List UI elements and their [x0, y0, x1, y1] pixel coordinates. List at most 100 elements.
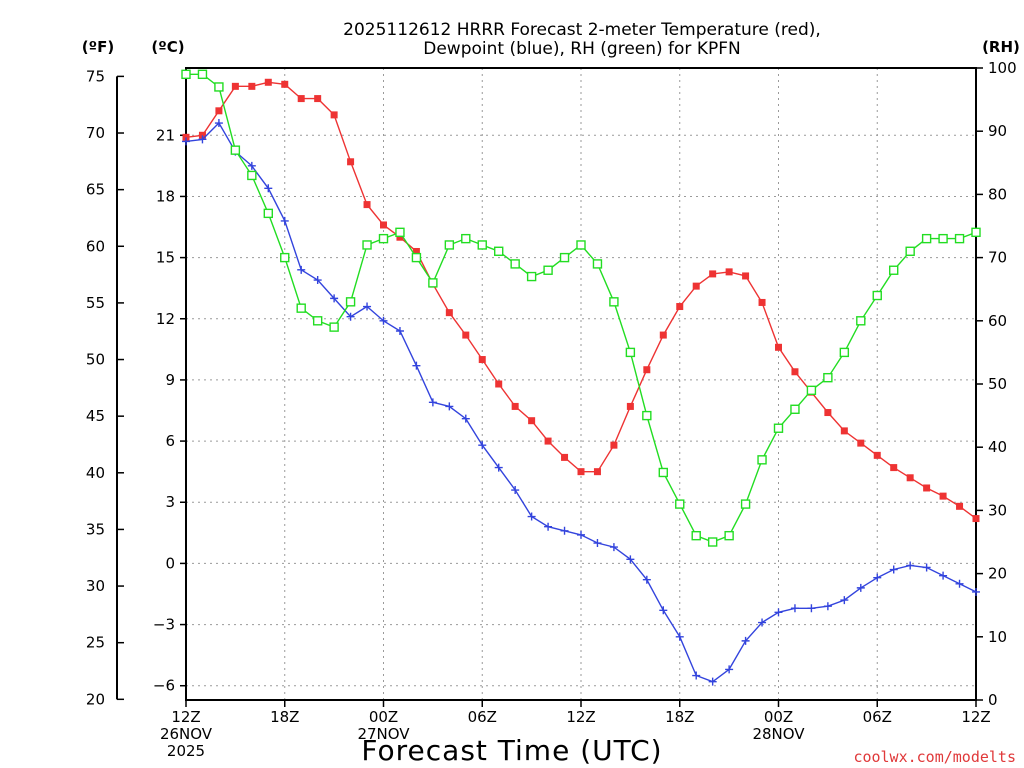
rh-data-point — [625, 347, 636, 358]
x-tick-label: 28NOV — [752, 725, 805, 743]
chart-title-line-1: 2025112612 HRRR Forecast 2-meter Tempera… — [343, 20, 821, 40]
fahrenheit-tick-label: 35 — [86, 520, 105, 538]
dewpoint-data-point — [889, 565, 898, 574]
x-tick-label: 2025 — [167, 742, 205, 760]
temperature-data-point — [791, 368, 799, 376]
celsius-tick-label: 0 — [165, 554, 175, 572]
temperature-data-point — [577, 468, 585, 476]
dewpoint-data-point — [330, 294, 339, 303]
rh-data-point — [707, 537, 718, 547]
temperature-data-point — [709, 270, 717, 278]
dewpoint-data-point — [725, 665, 734, 674]
temperature-data-point — [923, 484, 931, 492]
dewpoint-data-point — [955, 579, 964, 588]
rh-tick-label: 50 — [988, 375, 1007, 393]
fahrenheit-tick-label: 65 — [86, 181, 105, 199]
dewpoint-data-point — [247, 161, 256, 170]
temperature-data-point — [248, 82, 256, 90]
rh-data-point — [921, 233, 932, 244]
celsius-unit-label: (ºC) — [151, 38, 184, 56]
x-axis-label: Forecast Time (UTC) — [361, 734, 662, 767]
x-tick-label: 12Z — [171, 708, 200, 726]
temperature-data-point — [314, 95, 322, 103]
temperature-data-point — [495, 380, 503, 388]
temperature-data-point — [561, 453, 569, 461]
temperature-data-point — [297, 95, 305, 103]
fahrenheit-tick-label: 45 — [86, 407, 105, 425]
temperature-data-point — [643, 366, 651, 374]
temperature-data-point — [182, 133, 190, 141]
temperature-data-point — [873, 451, 881, 459]
rh-data-point — [494, 246, 504, 256]
x-tick-label: 12Z — [566, 708, 595, 726]
fahrenheit-tick-label: 30 — [86, 577, 105, 595]
celsius-tick-label: 3 — [165, 493, 175, 511]
rh-data-point — [954, 233, 965, 244]
plot-frame — [185, 67, 977, 701]
temperature-data-point — [725, 268, 733, 276]
rh-data-point — [395, 227, 405, 238]
dewpoint-data-point — [922, 563, 931, 572]
celsius-tick-label: 15 — [156, 249, 175, 267]
source-credit: coolwx.com/modelts — [853, 748, 1016, 766]
rh-tick-label: 100 — [988, 59, 1017, 77]
rh-data-point — [378, 233, 389, 244]
temperature-data-point — [231, 82, 239, 90]
temperature-data-point — [412, 247, 420, 255]
temperature-data-point — [659, 331, 667, 339]
fahrenheit-tick-label: 60 — [86, 237, 105, 255]
temperature-data-point — [890, 464, 898, 472]
temperature-data-point — [380, 221, 387, 229]
temperature-data-point — [775, 343, 782, 351]
temperature-data-point — [676, 303, 684, 311]
temperature-data-point — [610, 441, 618, 449]
rh-tick-label: 90 — [988, 122, 1007, 140]
temperature-data-point — [840, 427, 848, 435]
rh-data-point — [773, 423, 784, 433]
rh-data-point — [872, 290, 882, 301]
dewpoint-data-point — [527, 512, 536, 521]
x-tick-label: 00Z — [764, 708, 793, 726]
rh-tick-label: 80 — [988, 185, 1007, 203]
rh-data-point — [214, 82, 224, 92]
dewpoint-data-point — [379, 316, 388, 325]
rh-data-point — [411, 252, 422, 263]
temperature-data-point — [528, 417, 536, 425]
dewpoint-data-point — [577, 530, 585, 539]
dewpoint-data-point — [346, 312, 355, 321]
temperature-data-point — [972, 515, 980, 523]
dewpoint-data-point — [544, 522, 553, 531]
temperature-data-point — [215, 107, 223, 115]
rh-data-point — [280, 252, 290, 263]
rh-tick-label: 70 — [988, 249, 1007, 267]
dewpoint-data-point — [774, 608, 783, 617]
rh-tick-label: 20 — [988, 565, 1007, 583]
dewpoint-data-point — [642, 575, 651, 584]
rh-data-point — [740, 499, 751, 509]
dewpoint-data-point — [198, 135, 207, 144]
dewpoint-data-point — [692, 671, 701, 680]
rh-data-point — [856, 316, 866, 326]
x-tick-label: 18Z — [270, 708, 299, 726]
x-tick-label: 18Z — [665, 708, 694, 726]
rh-tick-label: 10 — [988, 628, 1007, 646]
fahrenheit-tick-label: 55 — [86, 294, 105, 312]
x-tick-label: 00Z — [369, 708, 398, 726]
rh-data-point — [609, 297, 619, 307]
temperature-data-point — [939, 492, 947, 500]
celsius-tick-label: 21 — [156, 126, 175, 144]
dewpoint-data-point — [659, 606, 668, 615]
dewpoint-data-point — [182, 137, 190, 146]
rh-data-point — [823, 372, 833, 383]
rh-data-point — [181, 69, 191, 80]
temperature-data-point — [742, 272, 750, 280]
celsius-tick-label: −6 — [153, 677, 175, 695]
dewpoint-data-point — [445, 402, 454, 411]
temperature-data-point — [692, 282, 700, 290]
fahrenheit-tick-label: 70 — [86, 124, 105, 142]
celsius-tick-label: 18 — [156, 187, 175, 205]
x-tick-label: 06Z — [468, 708, 497, 726]
temperature-data-point — [511, 402, 519, 410]
rh-data-point — [444, 240, 455, 250]
rh-data-point — [312, 316, 323, 326]
